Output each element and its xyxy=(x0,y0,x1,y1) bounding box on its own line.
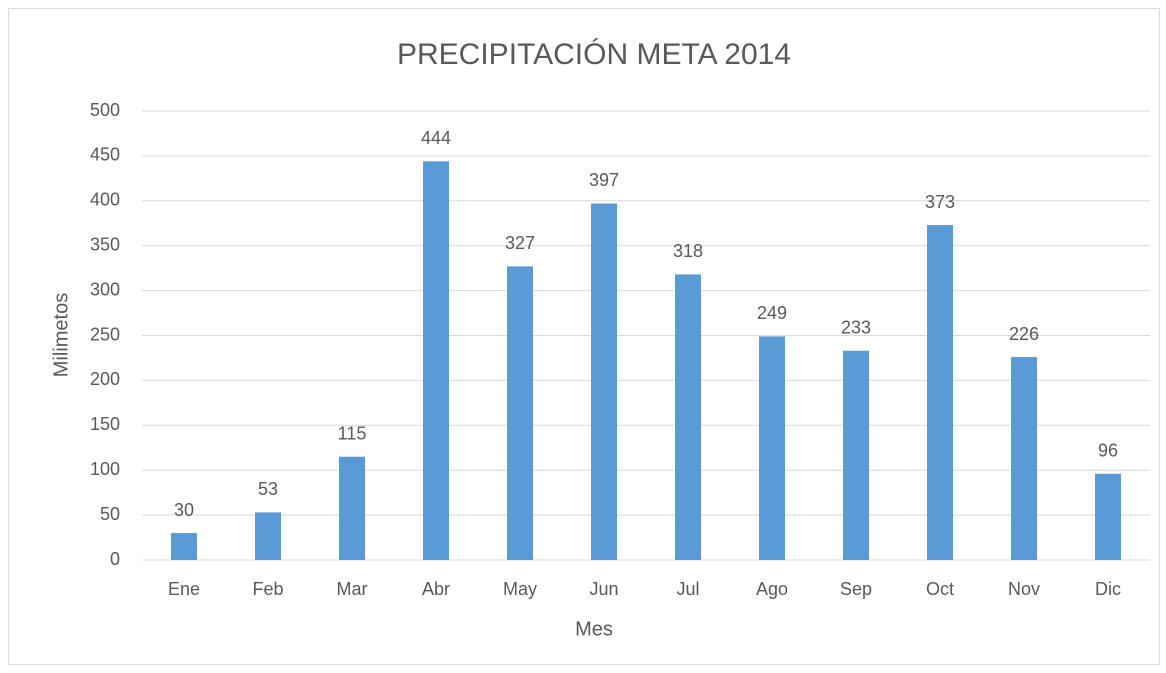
data-label: 318 xyxy=(673,241,703,261)
x-tick-label: Feb xyxy=(252,579,283,599)
x-tick-label: Abr xyxy=(422,579,450,599)
bar xyxy=(255,512,281,560)
data-label: 327 xyxy=(505,233,535,253)
y-tick-label: 50 xyxy=(100,504,120,524)
data-label: 226 xyxy=(1009,324,1039,344)
x-tick-label: May xyxy=(503,579,537,599)
bar xyxy=(171,533,197,560)
y-tick-label: 0 xyxy=(110,549,120,569)
x-tick-label: Ago xyxy=(756,579,788,599)
x-tick-label: Nov xyxy=(1008,579,1040,599)
data-label: 444 xyxy=(421,128,451,148)
bar xyxy=(507,266,533,560)
bar xyxy=(591,203,617,560)
y-tick-label: 150 xyxy=(90,414,120,434)
bar xyxy=(759,336,785,560)
data-label: 397 xyxy=(589,170,619,190)
y-tick-label: 200 xyxy=(90,369,120,389)
x-tick-label: Dic xyxy=(1095,579,1121,599)
data-label: 53 xyxy=(258,479,278,499)
data-label: 249 xyxy=(757,303,787,323)
y-tick-label: 500 xyxy=(90,100,120,120)
y-tick-label: 300 xyxy=(90,279,120,299)
bar xyxy=(423,161,449,560)
x-tick-label: Jun xyxy=(589,579,618,599)
x-tick-label: Ene xyxy=(168,579,200,599)
bar xyxy=(927,225,953,560)
y-axis-label: Milimetos xyxy=(50,293,72,377)
data-label: 115 xyxy=(338,423,367,443)
y-tick-label: 400 xyxy=(90,190,120,210)
bar xyxy=(1095,473,1121,560)
bar xyxy=(675,274,701,560)
chart-title: PRECIPITACIÓN META 2014 xyxy=(397,38,791,71)
data-label: 96 xyxy=(1098,441,1118,461)
chart-border xyxy=(8,8,1160,665)
x-tick-label: Oct xyxy=(926,579,954,599)
y-tick-label: 450 xyxy=(90,145,120,165)
y-tick-label: 350 xyxy=(90,234,120,254)
x-tick-label: Mar xyxy=(337,579,368,599)
data-label: 233 xyxy=(841,318,871,338)
x-tick-label: Jul xyxy=(676,579,699,599)
data-label: 30 xyxy=(174,500,194,520)
x-tick-label: Sep xyxy=(840,579,872,599)
x-axis-label: Mes xyxy=(575,618,613,640)
y-tick-label: 250 xyxy=(90,324,120,344)
y-tick-label: 100 xyxy=(90,459,120,479)
data-label: 373 xyxy=(925,192,955,212)
bar xyxy=(1011,357,1037,560)
bar xyxy=(339,456,365,560)
bar xyxy=(843,350,869,560)
